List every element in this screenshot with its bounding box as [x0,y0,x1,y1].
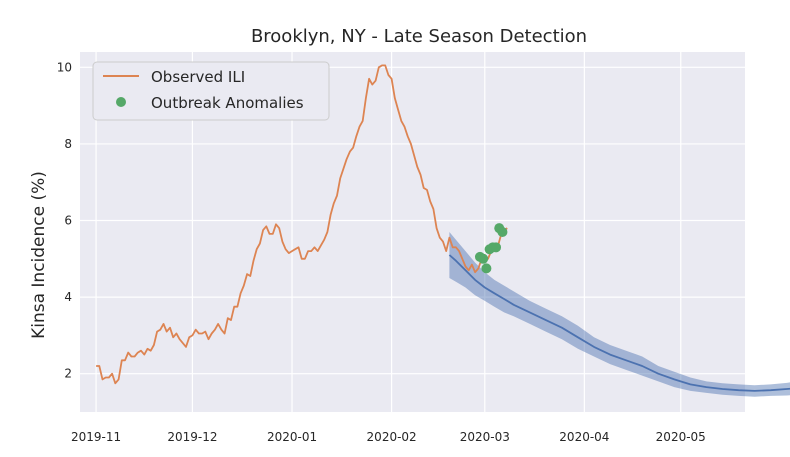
x-tick-label: 2020-01 [267,430,317,444]
legend-swatch-anomalies [116,97,126,107]
x-tick-label: 2020-03 [460,430,510,444]
y-tick-label: 4 [64,290,72,304]
series-lines-layer [96,64,790,392]
y-axis-title: Kinsa Incidence (%) [29,171,49,339]
x-tick-label: 2019-11 [71,430,121,444]
anomaly-point [491,242,502,253]
observed-ili-line [96,64,508,385]
x-tick-label: 2020-05 [656,430,706,444]
y-tick-label: 8 [64,137,72,151]
forecast-line [448,254,790,392]
y-tick-label: 2 [64,367,72,381]
y-tick-label: 6 [64,214,72,228]
y-tick-label: 10 [57,60,72,74]
x-tick-label: 2020-04 [559,430,609,444]
legend-box [92,61,330,121]
anomaly-point [497,227,508,237]
legend: Observed ILI Outbreak Anomalies [92,61,330,121]
x-tick-label: 2019-12 [167,430,217,444]
anomaly-point [481,263,492,274]
legend-label-observed: Observed ILI [151,68,245,86]
anomaly-point [478,253,489,264]
legend-label-anomalies: Outbreak Anomalies [151,94,304,112]
tick-labels: 2019-11 2019-12 2020-01 2020-02 2020-03 2020-… [57,60,706,444]
forecast-confidence-band [449,232,790,397]
x-tick-label: 2020-02 [367,430,417,444]
chart-title: Brooklyn, NY - Late Season Detection [251,26,587,47]
forecast-band-layer [449,232,790,397]
anomaly-points-layer [474,223,508,274]
